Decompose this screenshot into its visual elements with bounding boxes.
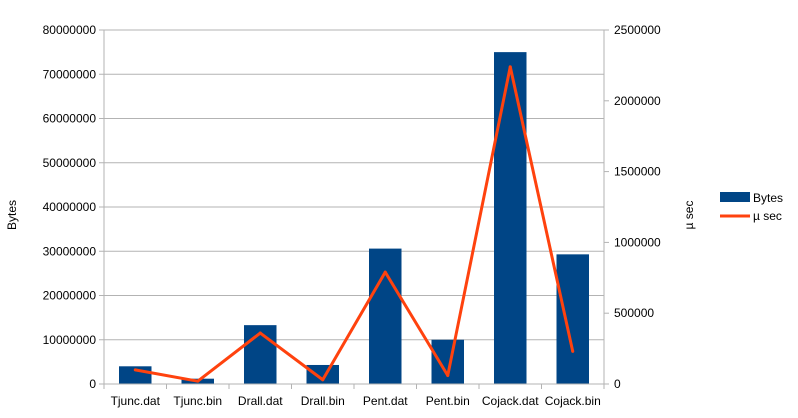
line-point: [196, 379, 200, 383]
line-point: [383, 270, 387, 274]
x-axis-ticks: Tjunc.dat Tjunc.bin Drall.dat Drall.bin Pent…: [103, 384, 605, 408]
line-point: [133, 368, 137, 372]
legend-line-label: µ sec: [753, 209, 782, 223]
bar: [244, 325, 277, 384]
right-tick-label: 0: [614, 377, 621, 391]
line-point: [446, 374, 450, 378]
legend-bar-label: Bytes: [753, 191, 783, 205]
right-tick-label: 1500000: [614, 165, 661, 179]
line-path: [134, 65, 575, 383]
x-tick-label: Tjunc.bin: [173, 394, 222, 408]
left-tick-label: 10000000: [43, 333, 97, 347]
left-tick-label: 40000000: [43, 200, 97, 214]
line-point: [321, 378, 325, 382]
legend-bar-swatch: [720, 192, 750, 202]
line-point: [508, 65, 512, 69]
line-series: [133, 65, 575, 383]
right-axis-title: µ sec: [682, 201, 696, 230]
left-tick-label: 0: [89, 377, 96, 391]
x-tick-label: Drall.dat: [238, 394, 283, 408]
line-point: [258, 331, 262, 335]
gridlines: [104, 29, 604, 385]
x-tick-label: Tjunc.dat: [111, 394, 161, 408]
x-tick-label: Pent.bin: [426, 394, 470, 408]
left-tick-label: 30000000: [43, 244, 97, 258]
left-axis-ticks: 0 10000000 20000000 30000000 40000000 5000000…: [43, 23, 104, 391]
left-tick-label: 80000000: [43, 23, 97, 37]
left-tick-label: 20000000: [43, 289, 97, 303]
bar-series: [119, 52, 589, 384]
x-tick-label: Pent.dat: [363, 394, 408, 408]
right-axis-ticks: 0 500000 1000000 1500000 2000000 2500000: [604, 23, 661, 391]
left-axis-title: Bytes: [5, 200, 19, 230]
right-tick-label: 500000: [614, 306, 654, 320]
right-tick-label: 2000000: [614, 94, 661, 108]
x-tick-label: Cojack.bin: [545, 394, 601, 408]
legend: Bytes µ sec: [720, 191, 783, 223]
right-tick-label: 1000000: [614, 235, 661, 249]
x-tick-label: Drall.bin: [301, 394, 345, 408]
x-tick-label: Cojack.dat: [482, 394, 539, 408]
left-tick-label: 60000000: [43, 112, 97, 126]
bar: [431, 339, 464, 384]
bar: [306, 364, 339, 384]
bar: [494, 52, 527, 384]
line-point: [571, 349, 575, 353]
bar: [556, 254, 589, 384]
right-tick-label: 2500000: [614, 23, 661, 37]
left-tick-label: 70000000: [43, 67, 97, 81]
left-tick-label: 50000000: [43, 156, 97, 170]
bar: [369, 248, 402, 384]
